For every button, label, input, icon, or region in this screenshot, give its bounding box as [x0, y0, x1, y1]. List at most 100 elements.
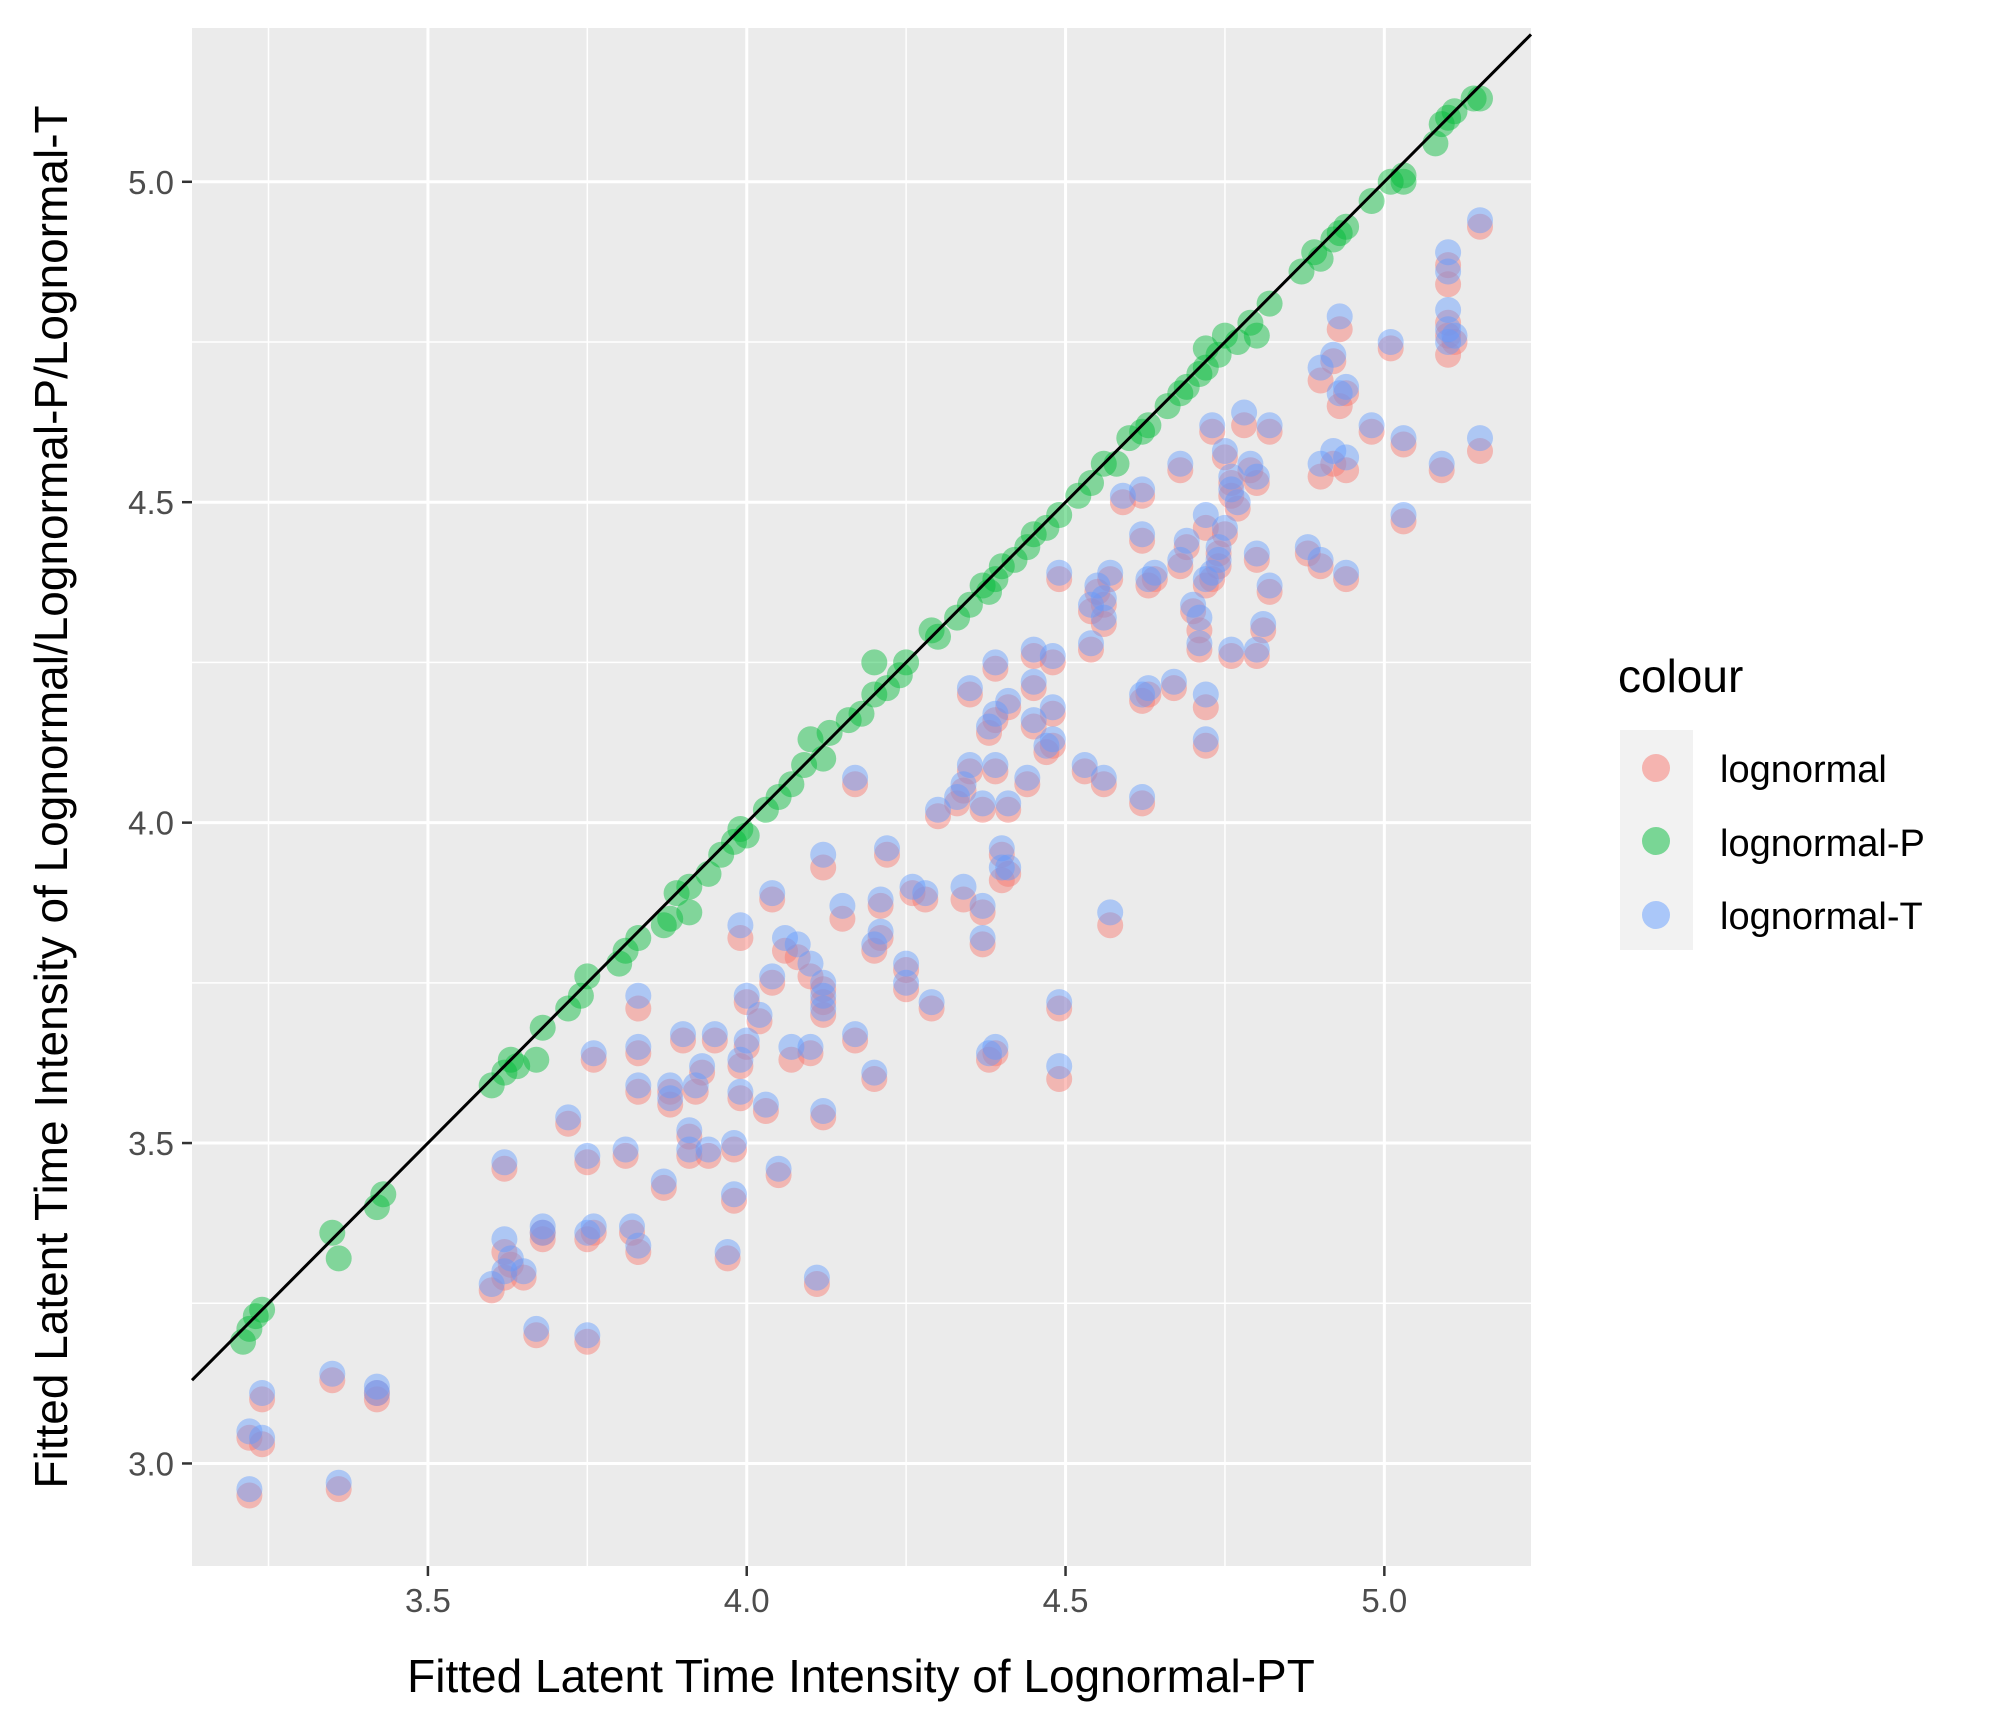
point-lognormal	[867, 925, 894, 951]
point-lognormal	[784, 944, 811, 971]
point-lognormal-t	[1084, 572, 1111, 599]
point-lognormal-t	[1218, 463, 1245, 490]
point-lognormal-t	[1307, 450, 1334, 477]
point-lognormal	[1320, 450, 1347, 477]
point-lognormal	[867, 892, 894, 919]
point-lognormal-t	[701, 1021, 728, 1048]
point-lognormal	[1320, 348, 1347, 375]
point-lognormal-p	[1186, 361, 1213, 387]
point-lognormal	[976, 1046, 1002, 1073]
point-lognormal-p	[657, 905, 684, 932]
point-lognormal-t	[969, 892, 996, 919]
point-lognormal	[1441, 329, 1468, 355]
point-lognormal	[529, 1219, 556, 1246]
point-lognormal	[555, 1110, 582, 1137]
point-lognormal-t	[976, 1040, 1002, 1067]
point-lognormal	[1071, 758, 1098, 785]
point-lognormal	[988, 867, 1015, 894]
point-lognormal	[249, 1386, 276, 1413]
point-lognormal-t	[619, 1213, 645, 1240]
point-lognormal-t	[912, 880, 939, 907]
point-lognormal	[810, 989, 837, 1016]
point-lognormal-p	[918, 617, 945, 644]
point-lognormal	[1326, 316, 1353, 343]
point-lognormal-t	[995, 854, 1022, 881]
point-lognormal-t	[478, 1271, 505, 1297]
point-lognormal-t	[874, 835, 900, 862]
point-lognormal-t	[491, 1226, 518, 1253]
point-lognormal	[810, 854, 837, 881]
point-lognormal-p	[650, 912, 677, 939]
point-lognormal	[746, 1008, 773, 1035]
x-tick-label: 4.5	[1043, 1582, 1089, 1619]
point-lognormal	[956, 758, 983, 785]
point-lognormal	[612, 1142, 639, 1169]
point-lognormal	[1129, 687, 1156, 714]
point-lognormal	[982, 758, 1009, 785]
point-lognormal	[982, 707, 1009, 734]
legend-key-lognormal	[1642, 754, 1670, 782]
point-lognormal	[969, 796, 996, 823]
point-lognormal	[1218, 643, 1245, 669]
point-lognormal-p	[861, 649, 888, 676]
point-lognormal-p	[944, 604, 971, 631]
point-lognormal	[529, 1226, 556, 1253]
point-lognormal	[1039, 649, 1066, 676]
point-lognormal-t	[319, 1360, 346, 1387]
point-lognormal	[1199, 418, 1226, 445]
panel-background	[192, 28, 1531, 1566]
point-lognormal	[810, 1104, 837, 1131]
point-lognormal	[995, 694, 1022, 721]
point-lognormal-t	[1192, 566, 1219, 593]
point-lognormal	[1129, 527, 1156, 554]
point-lognormal	[803, 1271, 830, 1297]
point-lognormal	[1205, 553, 1232, 580]
point-lognormal-p	[816, 719, 843, 746]
point-lognormal	[956, 681, 983, 708]
point-lognormal	[1129, 790, 1156, 817]
point-lognormal	[1250, 617, 1277, 644]
point-lognormal-t	[1377, 329, 1404, 355]
point-lognormal	[363, 1386, 390, 1413]
point-lognormal-p	[765, 784, 792, 810]
point-lognormal	[1390, 508, 1417, 535]
point-lognormal-t	[363, 1380, 390, 1406]
point-lognormal-p	[1390, 168, 1417, 195]
point-lognormal-t	[1211, 438, 1238, 464]
point-lognormal-t	[944, 784, 971, 810]
point-lognormal-t	[1333, 373, 1360, 400]
point-lognormal-t	[1039, 694, 1066, 721]
point-lognormal	[1428, 457, 1455, 484]
point-lognormal-p	[1001, 546, 1028, 573]
point-lognormal-t	[1160, 668, 1187, 695]
point-lognormal-t	[982, 1033, 1009, 1060]
point-lognormal	[363, 1380, 390, 1406]
point-lognormal-p	[721, 828, 747, 855]
point-lognormal-t	[1173, 527, 1200, 554]
point-lognormal	[236, 1424, 263, 1451]
point-lognormal-p	[625, 925, 652, 951]
point-lognormal	[1020, 713, 1047, 740]
point-lognormal	[1192, 694, 1219, 721]
point-lognormal	[1199, 566, 1226, 593]
y-tick-label: 4.5	[128, 484, 174, 521]
point-lognormal-t	[1199, 412, 1226, 439]
x-tick-label: 4.0	[724, 1582, 770, 1619]
point-lognormal	[1084, 578, 1111, 605]
x-tick-label: 3.5	[405, 1582, 451, 1619]
point-lognormal-t	[1320, 341, 1347, 368]
point-lognormal-t	[772, 925, 798, 951]
point-lognormal	[682, 1078, 709, 1105]
point-lognormal-t	[1046, 559, 1073, 586]
minor-gridlines	[192, 28, 1531, 1566]
point-lognormal-t	[752, 1091, 779, 1118]
point-lognormal-t	[976, 713, 1002, 740]
point-lognormal-t	[829, 892, 856, 919]
point-lognormal-p	[1256, 290, 1283, 317]
point-lognormal-t	[861, 1059, 888, 1086]
point-lognormal-t	[1435, 297, 1462, 323]
point-lognormal-t	[1307, 546, 1334, 573]
point-lognormal-t	[1090, 764, 1117, 791]
point-lognormal	[676, 1123, 703, 1150]
point-lognormal	[491, 1239, 518, 1265]
